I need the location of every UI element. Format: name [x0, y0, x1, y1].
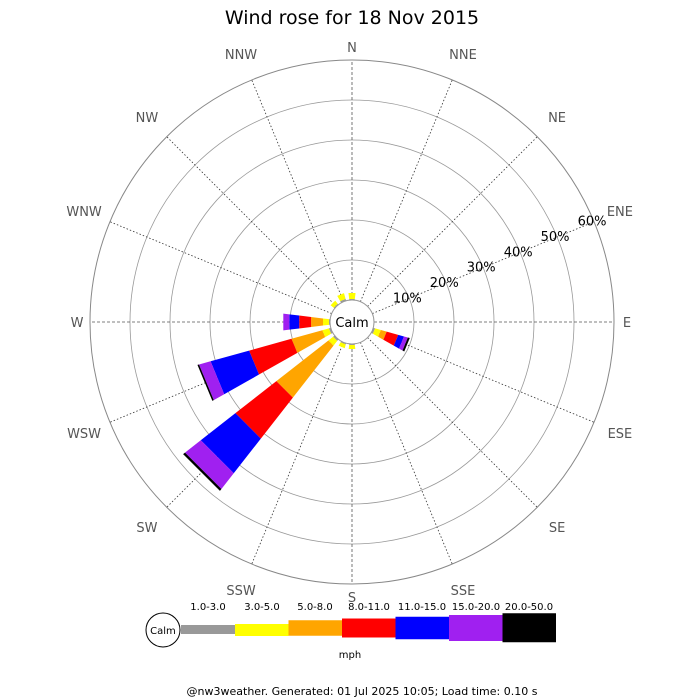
- legend-bin-label: 20.0-50.0: [505, 602, 553, 613]
- petal-w-bin3: [299, 315, 312, 329]
- petal-wsw-bin5: [198, 361, 225, 401]
- petal-ese-bin6: [402, 337, 410, 352]
- petal-nw-bin0: [333, 303, 339, 309]
- petal-w-bin2: [311, 316, 324, 328]
- direction-label-wnw: WNW: [66, 205, 102, 220]
- radial-tick-label: 10%: [393, 291, 422, 306]
- legend-swatch: [181, 625, 235, 634]
- legend-swatch: [502, 613, 556, 643]
- grid-circle-outer: [89, 59, 615, 585]
- direction-label-nnw: NNW: [225, 48, 257, 63]
- legend-swatch: [449, 615, 503, 641]
- spoke-ese: [372, 330, 595, 423]
- legend-bin-label: 5.0-8.0: [297, 602, 332, 613]
- legend-swatch: [395, 616, 449, 640]
- legend: Calm 1.0-3.0 3.0-5.0 5.0-8.0 8.0-11.0 11.0-15…: [145, 602, 556, 661]
- petal-sw-bin4: [200, 413, 261, 474]
- direction-label-n: N: [347, 41, 357, 56]
- spoke-nne: [360, 79, 453, 302]
- spoke-ssw: [251, 342, 344, 565]
- petal-w-bin5: [283, 313, 290, 331]
- petal-s-bin1: [348, 345, 356, 349]
- footer-text: @nw3weather. Generated: 01 Jul 2025 10:0…: [187, 685, 538, 698]
- petal-ese-bin0: [371, 327, 376, 334]
- calm-circle: [329, 299, 375, 345]
- petal-w-bin1: [323, 318, 329, 326]
- legend-bin-label: 8.0-11.0: [348, 602, 390, 613]
- chart-title: Wind rose for 18 Nov 2015: [225, 7, 479, 29]
- direction-label-nw: NW: [136, 111, 159, 126]
- legend-bin-label: 15.0-20.0: [452, 602, 500, 613]
- direction-label-sse: SSE: [451, 584, 476, 599]
- petal-wsw-bin0: [328, 327, 333, 334]
- spoke-nnw: [251, 79, 344, 302]
- petal-wsw-bin6: [197, 364, 214, 401]
- petal-ese-bin5: [399, 336, 408, 351]
- direction-label-s: S: [348, 591, 356, 606]
- legend-calm-label: Calm: [150, 626, 176, 637]
- direction-label-e: E: [623, 316, 631, 331]
- petal-wsw-bin3: [249, 338, 298, 375]
- legend-swatch: [342, 618, 396, 638]
- spoke-nw: [166, 136, 337, 307]
- direction-label-w: W: [71, 316, 84, 331]
- direction-label-nne: NNE: [449, 48, 477, 63]
- petal-wsw-bin4: [210, 350, 260, 395]
- legend-bin-label: 1.0-3.0: [190, 602, 225, 613]
- spoke-se: [367, 337, 538, 508]
- direction-labels: N NNE NE ENE E ESE SE SSE S SSW SW WSW W WNW NW NNW: [66, 41, 633, 606]
- radial-tick-label: 40%: [504, 245, 533, 260]
- radial-tick-label: 20%: [430, 276, 459, 291]
- radial-tick-labels: 10% 20% 30% 40% 50% 60%: [393, 215, 607, 307]
- legend-calm-circle: [145, 612, 181, 648]
- petal-ese-bin4: [393, 334, 405, 349]
- legend-bin-label: 11.0-15.0: [398, 602, 446, 613]
- petal-sw-bin2: [276, 340, 334, 398]
- petal-ese-bin2: [378, 330, 387, 340]
- petal-w-bin4: [289, 314, 300, 330]
- direction-label-sw: SW: [136, 521, 157, 536]
- petal-wsw-bin1: [322, 328, 332, 338]
- direction-label-ssw: SSW: [226, 584, 256, 599]
- petal-nnw-bin1: [337, 293, 346, 302]
- petal-n-bin1: [348, 293, 356, 299]
- petal-sw-bin0: [333, 335, 339, 341]
- spoke-wnw: [109, 221, 332, 314]
- legend-swatch: [235, 624, 289, 636]
- direction-label-ene: ENE: [607, 205, 633, 220]
- legend-swatch: [288, 620, 342, 636]
- petal-ese-bin3: [383, 331, 399, 346]
- legend-unit: mph: [339, 650, 361, 661]
- petal-sw-bin5: [184, 440, 234, 490]
- spoke-sse: [360, 342, 453, 565]
- petal-nw-bin1: [330, 300, 338, 308]
- direction-label-wsw: WSW: [67, 427, 101, 442]
- petal-nnw-bin0: [340, 298, 347, 303]
- petal-wsw-bin2: [291, 330, 326, 353]
- spoke-ne: [367, 136, 538, 307]
- radial-grid: [89, 59, 615, 585]
- radial-tick-label: 30%: [467, 261, 496, 276]
- direction-label-se: SE: [549, 521, 565, 536]
- petal-sw-bin3: [235, 381, 293, 439]
- calm-label: Calm: [335, 316, 368, 331]
- radial-tick-label: 50%: [541, 230, 570, 245]
- radial-tick-label: 60%: [578, 215, 607, 230]
- petal-sw-bin6: [183, 452, 222, 491]
- petal-sw-bin1: [328, 336, 338, 346]
- wind-petals: [183, 293, 410, 491]
- legend-bin-label: 3.0-5.0: [244, 602, 279, 613]
- petal-ssw-bin1: [338, 342, 346, 349]
- direction-label-ese: ESE: [608, 427, 633, 442]
- direction-label-ne: NE: [548, 111, 566, 126]
- petal-ese-bin1: [372, 328, 381, 337]
- spoke-ene: [372, 221, 595, 314]
